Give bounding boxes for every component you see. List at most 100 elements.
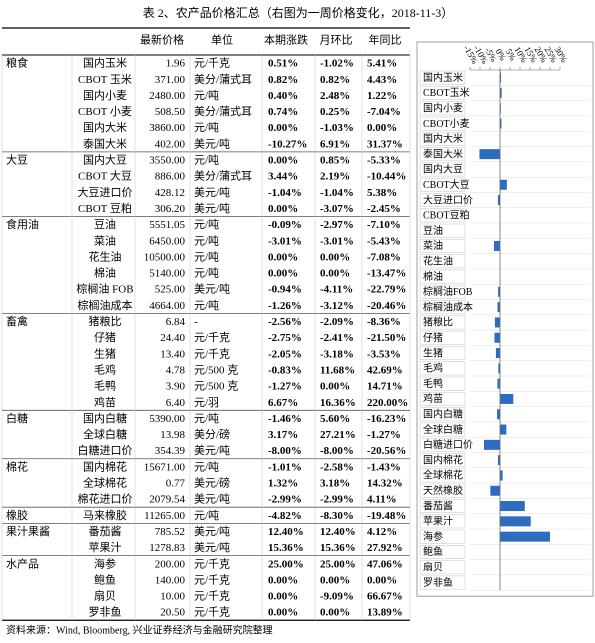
category-label: 海参 [423, 530, 443, 543]
price: 11265.00 [144, 510, 185, 522]
price: 3550.00 [149, 155, 185, 167]
unit: 元/千克 [194, 590, 230, 603]
bar [497, 409, 500, 420]
change-value: -2.97% [320, 219, 354, 231]
group-name: 大豆 [6, 153, 28, 167]
price: 2079.54 [149, 494, 185, 506]
change-value: 0.00% [367, 122, 397, 134]
column-header: 单位 [211, 33, 233, 47]
item-name: CBOT 大豆 [78, 169, 132, 183]
category-label: CBOT豆粕 [423, 209, 470, 222]
item-name: 全球棉花 [83, 476, 127, 490]
column-header: 本期涨跌 [264, 33, 308, 47]
label-cell [419, 86, 466, 100]
change-value: 0.00% [320, 574, 350, 586]
change-value: -2.05% [268, 348, 302, 360]
category-label: 苹果汁 [423, 515, 453, 528]
bar [494, 317, 500, 328]
price: 10500.00 [144, 251, 186, 263]
label-cell [419, 223, 466, 238]
label-cell [419, 544, 466, 559]
bar [500, 393, 514, 404]
item-name: 罗非鱼 [89, 605, 122, 619]
change-value: 0.82% [320, 74, 350, 86]
category-label: 国内小麦 [423, 102, 463, 115]
change-value: -9.09% [320, 591, 354, 603]
unit: 元/吨 [194, 267, 219, 280]
change-value: 3.17% [268, 429, 298, 441]
item-name: 豆油 [94, 217, 116, 231]
category-label: 国内大豆 [423, 163, 463, 176]
change-value: 4.43% [367, 74, 397, 86]
column-header: 月环比 [320, 34, 353, 47]
change-value: 5.41% [367, 58, 397, 70]
change-value: 11.68% [320, 364, 355, 376]
category-label: 国内白糖 [423, 408, 463, 421]
change-value: -2.45% [367, 203, 401, 215]
item-name: 棕榈油成本 [78, 298, 133, 312]
item-name: 鸡苗 [94, 395, 116, 409]
change-value: 0.74% [268, 106, 298, 118]
change-value: -22.79% [367, 284, 406, 296]
unit: 美分/蒲式耳 [194, 72, 252, 86]
label-cell [419, 116, 466, 131]
label-cell [419, 315, 466, 330]
change-value: 6.67% [268, 397, 298, 409]
group-name: 棉花 [6, 459, 28, 473]
change-value: 0.00% [268, 122, 298, 134]
change-value: -2.99% [268, 494, 302, 506]
item-name: 白糖进口价 [78, 443, 133, 457]
change-value: 0.00% [367, 574, 397, 586]
change-value: 42.69% [367, 364, 403, 376]
change-value: 14.71% [367, 381, 403, 393]
category-label: 天然橡胶 [423, 484, 463, 497]
item-name: 扇贝 [94, 589, 116, 603]
unit: 美元/吨 [194, 283, 230, 296]
bar [498, 286, 500, 297]
change-value: 2.19% [320, 171, 350, 183]
item-name: 生猪 [94, 346, 116, 360]
unit: - [194, 316, 198, 328]
change-value: -1.02% [320, 58, 354, 70]
change-value: -8.00% [320, 445, 354, 457]
unit: 元/吨 [194, 89, 219, 102]
change-value: -8.30% [320, 510, 354, 522]
price: 306.20 [155, 203, 186, 215]
source: 资料来源：Wind, Bloomberg, 兴业证券经济与金融研究院整理 [6, 623, 273, 636]
bar [495, 348, 500, 359]
price: 1.96 [166, 58, 186, 70]
change-value: -20.46% [367, 300, 406, 312]
change-value: 66.67% [367, 591, 403, 603]
item-name: 番茄酱 [89, 524, 122, 538]
change-value: 25.00% [268, 558, 304, 570]
price: 6450.00 [149, 235, 185, 247]
change-value: -4.82% [268, 510, 302, 522]
unit: 元/吨 [194, 509, 219, 522]
unit: 美分/蒲式耳 [194, 169, 252, 183]
change-value: 0.00% [268, 574, 298, 586]
bar [500, 470, 503, 481]
price: 428.12 [155, 187, 185, 199]
category-label: 棕榈油成本 [423, 300, 473, 313]
label-cell [419, 407, 466, 422]
item-name: 棕榈油 FOB [76, 282, 133, 296]
change-value: 27.21% [320, 429, 356, 441]
change-value: -3.07% [320, 203, 354, 215]
change-value: 0.00% [268, 591, 298, 603]
price: 200.00 [155, 558, 186, 570]
change-value: 4.11% [367, 494, 397, 506]
change-value: 0.00% [320, 381, 350, 393]
category-label: 鲍鱼 [423, 545, 443, 558]
change-value: -10.27% [268, 138, 307, 150]
group-name: 白糖 [6, 411, 28, 425]
item-name: 菜油 [94, 233, 116, 247]
unit: 元/吨 [194, 460, 219, 473]
unit: 美元/吨 [194, 493, 230, 506]
price: 15671.00 [144, 461, 186, 473]
change-value: -0.83% [268, 364, 302, 376]
category-label: 大豆进口价 [423, 193, 473, 206]
group-name: 食用油 [6, 217, 39, 231]
price: 10.00 [160, 591, 185, 603]
item-name: CBOT 豆粕 [78, 201, 132, 215]
change-value: 16.36% [320, 397, 356, 409]
